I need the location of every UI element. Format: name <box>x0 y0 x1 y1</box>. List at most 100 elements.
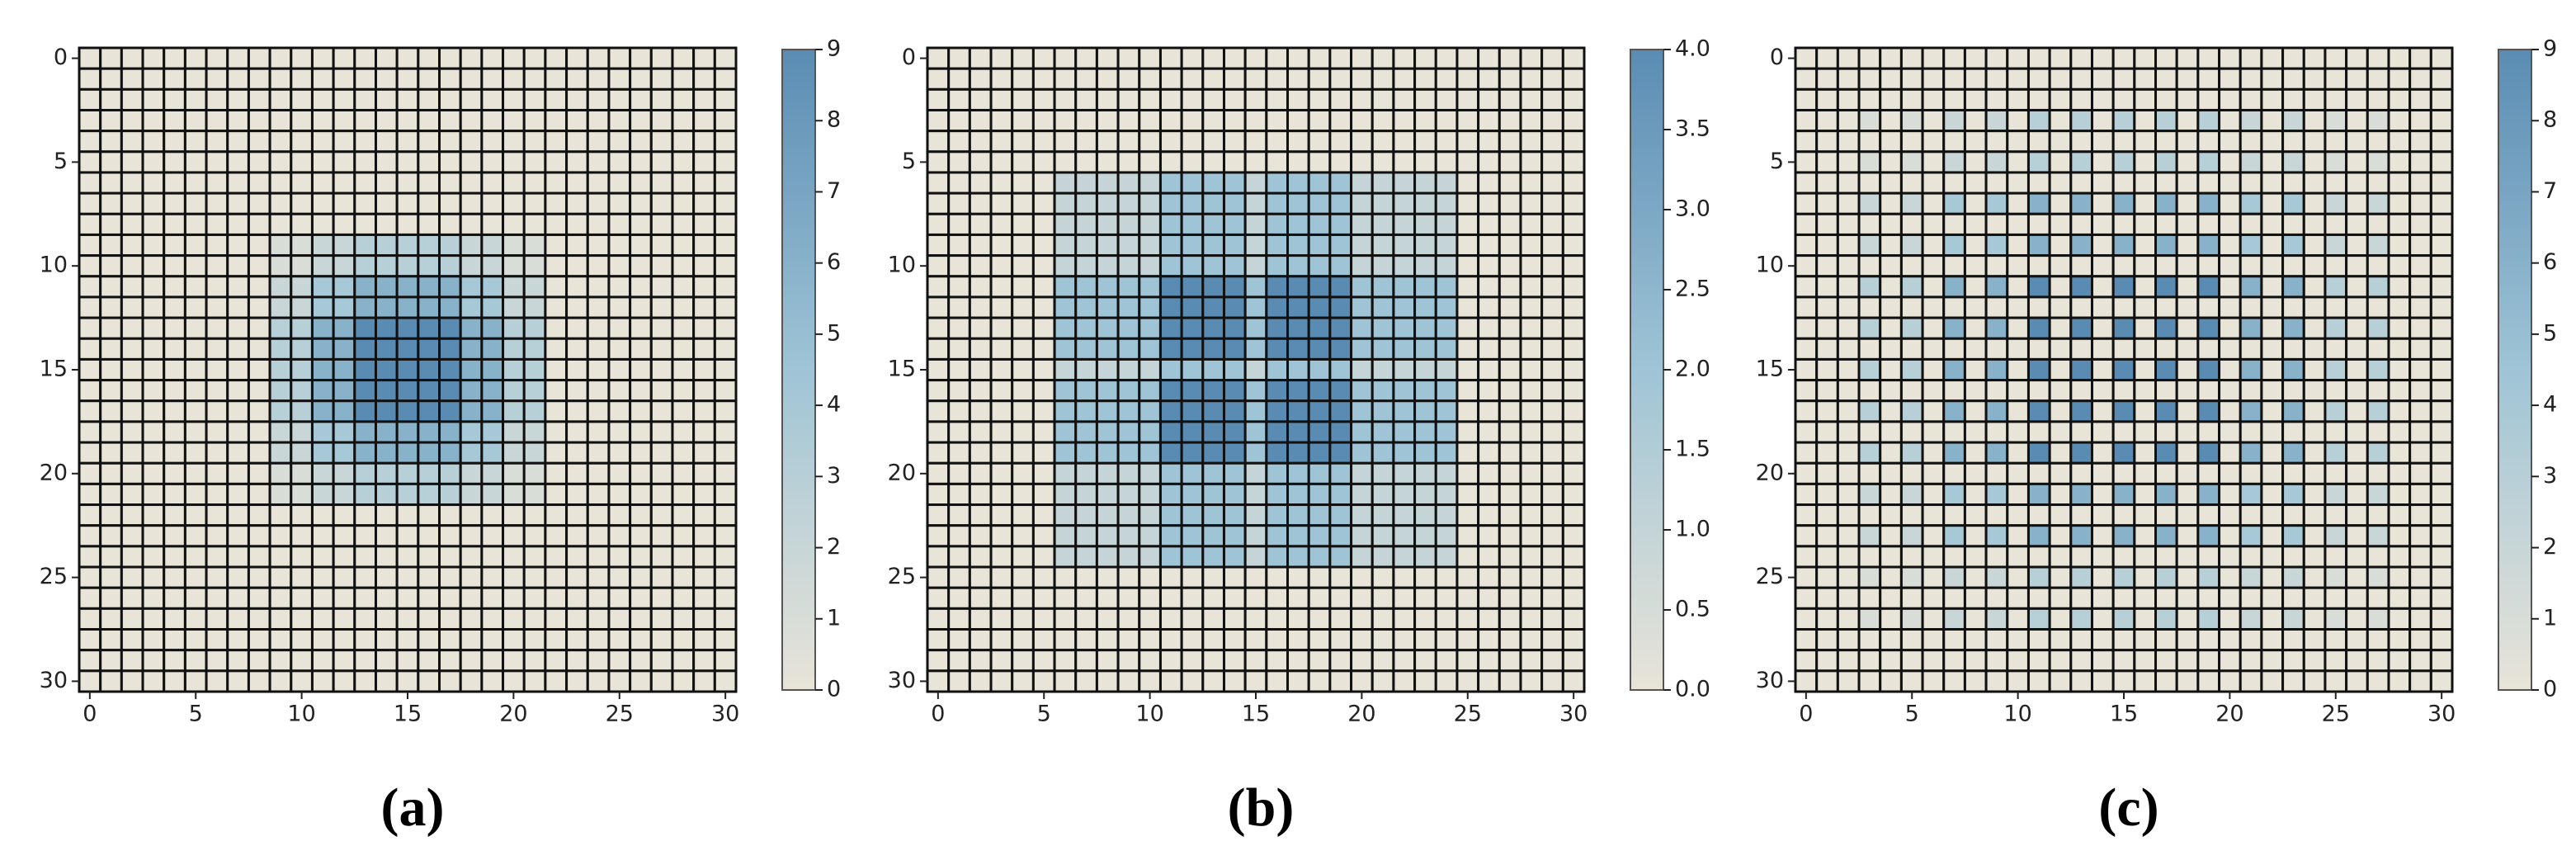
cell <box>226 295 250 319</box>
cell <box>183 545 208 569</box>
cell <box>1434 420 1459 444</box>
cell <box>2048 441 2073 465</box>
cell <box>1265 337 1290 361</box>
cell <box>1857 357 1882 382</box>
cell <box>2429 399 2454 423</box>
cell <box>1963 316 1988 340</box>
cell <box>1286 254 1310 278</box>
cell <box>1031 669 1056 693</box>
cell <box>522 337 547 361</box>
cell <box>947 171 971 195</box>
cell <box>947 150 971 174</box>
cell <box>2324 669 2348 693</box>
cell <box>205 254 229 278</box>
cell <box>1201 379 1225 403</box>
cell <box>1243 649 1268 673</box>
cell <box>1455 316 1480 340</box>
cell <box>713 649 738 673</box>
cell <box>163 399 186 423</box>
x-tick-label: 15 <box>394 702 422 727</box>
cell <box>2239 628 2263 652</box>
cell <box>290 482 314 507</box>
cell <box>120 254 144 278</box>
cell <box>2069 171 2093 195</box>
cell <box>1180 130 1205 154</box>
cell <box>1328 130 1353 154</box>
cell <box>2090 67 2115 91</box>
cell <box>1222 316 1247 340</box>
cell <box>989 628 1014 652</box>
cell <box>1222 46 1247 70</box>
cell <box>120 628 144 652</box>
cell <box>1519 586 1544 610</box>
cell <box>2175 337 2200 361</box>
cell <box>1815 607 1839 631</box>
cell <box>2239 524 2263 548</box>
cell <box>2006 171 2030 195</box>
cell <box>2026 649 2051 673</box>
cell <box>1815 524 1839 548</box>
cell <box>1857 130 1882 154</box>
cell <box>544 316 569 340</box>
cell <box>649 254 674 278</box>
cell <box>2387 233 2412 258</box>
cell <box>2302 420 2327 444</box>
cell <box>1498 46 1522 70</box>
cell <box>2111 108 2136 133</box>
cell <box>1222 233 1247 258</box>
cell <box>1561 420 1586 444</box>
cell <box>629 503 653 527</box>
cell <box>2048 461 2073 485</box>
cell <box>968 191 993 215</box>
cell <box>395 316 420 340</box>
cell <box>968 461 993 485</box>
cell <box>1477 565 1501 589</box>
cell <box>1879 565 1903 589</box>
cell <box>2048 316 2073 340</box>
cell <box>2026 524 2051 548</box>
cell <box>99 191 123 215</box>
cell <box>1413 46 1437 70</box>
cell <box>1074 233 1098 258</box>
cell <box>1942 108 1966 133</box>
cell <box>353 337 377 361</box>
cell <box>1498 649 1522 673</box>
cell <box>1836 295 1861 319</box>
cell <box>565 316 589 340</box>
cell <box>141 150 166 174</box>
cell <box>607 607 632 631</box>
cell <box>692 275 716 299</box>
cell <box>1899 441 1924 465</box>
cell <box>1031 316 1056 340</box>
cell <box>332 441 356 465</box>
cell <box>1095 503 1120 527</box>
cell <box>1243 420 1268 444</box>
cell <box>99 254 123 278</box>
cell <box>2324 399 2348 423</box>
cell <box>247 191 271 215</box>
cell <box>2133 357 2158 382</box>
cell <box>2409 295 2432 319</box>
cell <box>1180 545 1205 569</box>
cell <box>1031 545 1056 569</box>
cell <box>1095 669 1120 693</box>
cell <box>2429 46 2454 70</box>
cell <box>459 316 484 340</box>
cell <box>1307 524 1332 548</box>
cell <box>1074 461 1098 485</box>
cell <box>649 67 674 91</box>
cell <box>395 669 420 693</box>
cell <box>1836 67 1861 91</box>
cell <box>629 87 653 111</box>
cell <box>2429 212 2454 236</box>
cell <box>247 503 271 527</box>
cell <box>926 275 951 299</box>
cell <box>1243 399 1268 423</box>
cell <box>120 191 144 215</box>
cell <box>1392 565 1417 589</box>
cell <box>692 669 716 693</box>
cell <box>1815 379 1839 403</box>
cell <box>1942 565 1966 589</box>
cell <box>2026 337 2051 361</box>
cell <box>1392 275 1417 299</box>
